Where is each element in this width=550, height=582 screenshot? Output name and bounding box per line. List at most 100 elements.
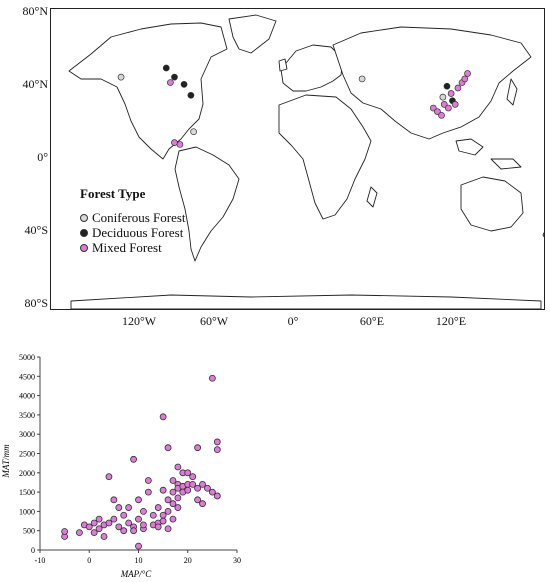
site-marker — [438, 111, 445, 119]
scatter-point — [189, 480, 197, 488]
site-marker — [171, 139, 178, 146]
scatter-point — [174, 504, 182, 511]
plot-axes: -10 0 10 20 30050010001500200025003000350040… — [19, 353, 241, 565]
legend-item-mixed: Mixed Forest — [80, 240, 186, 255]
deciduous-marker-icon — [80, 228, 88, 237]
site-marker — [445, 104, 452, 112]
lat-label-40s: 40°S — [24, 223, 48, 237]
scatter-point — [189, 473, 197, 481]
y-tick-label: 2000 — [19, 469, 35, 478]
scatter-point — [144, 488, 152, 496]
legend-label-coniferous: Coniferous Forest — [92, 209, 186, 225]
lon-label-120w: 120°W — [121, 314, 157, 328]
scatter-point — [120, 511, 128, 519]
scatter-point — [194, 496, 202, 504]
scatter-point — [135, 542, 142, 550]
site-marker — [451, 101, 459, 108]
north-america-landmass — [68, 22, 228, 160]
map-legend: Forest Type Coniferous Forest Deciduous … — [80, 186, 186, 255]
site-marker — [117, 73, 125, 81]
y-tick-label: 0 — [31, 546, 35, 555]
scatter-point — [144, 477, 152, 484]
y-tick-label: 5000 — [19, 353, 35, 362]
lon-label-0: 0° — [287, 314, 299, 328]
x-tick-label: 20 — [184, 556, 192, 565]
site-marker — [358, 75, 366, 83]
x-tick-label: -10 — [35, 556, 46, 565]
asia-landmass — [332, 26, 532, 140]
scatter-point — [140, 521, 147, 529]
plot-points — [61, 374, 221, 550]
x-tick-label: 0 — [87, 556, 91, 565]
site-marker — [439, 93, 447, 101]
site-marker — [443, 82, 451, 90]
lon-label-60w: 60°W — [199, 314, 229, 328]
y-tick-label: 4500 — [19, 372, 35, 381]
site-marker — [167, 79, 174, 86]
site-marker — [454, 84, 462, 92]
scatter-point — [85, 523, 93, 531]
scatter-point — [204, 484, 211, 492]
legend-item-coniferous: Coniferous Forest — [80, 210, 186, 225]
scatter-point — [164, 507, 172, 515]
scatter-point — [199, 500, 206, 508]
scatter-point — [159, 517, 167, 525]
mixed-marker-icon — [80, 243, 88, 252]
uk-landmass — [278, 58, 288, 72]
y-tick-label: 3500 — [19, 411, 35, 420]
australia-landmass — [460, 176, 524, 232]
scatter-point — [154, 504, 162, 511]
y-tick-label: 3000 — [19, 430, 35, 439]
scatter-point — [90, 529, 98, 537]
site-marker — [162, 64, 170, 72]
y-axis-label: MAT/mm — [1, 444, 11, 479]
y-tick-label: 1000 — [19, 507, 35, 516]
scatter-point — [130, 455, 137, 463]
scatter-point — [169, 488, 177, 496]
scatter-plot: -10 0 10 20 30050010001500200025003000350040… — [1, 353, 241, 579]
antarctica-landmass — [70, 294, 542, 309]
madagascar-landmass — [366, 186, 378, 208]
site-marker — [464, 70, 471, 77]
scatter-point — [140, 507, 147, 515]
site-markers — [117, 64, 471, 148]
scatter-point — [208, 374, 216, 382]
scatter-point — [169, 500, 177, 508]
x-axis-label: MAP/°C — [120, 569, 153, 579]
africa-landmass — [278, 94, 372, 220]
scatter-point — [194, 444, 202, 452]
lat-label-80n: 80°N — [22, 4, 48, 18]
lon-label-60e: 60°E — [359, 314, 385, 328]
scatter-point — [125, 519, 133, 527]
legend-title: Forest Type — [80, 186, 146, 201]
legend-label-mixed: Mixed Forest — [92, 239, 162, 255]
scatter-point — [130, 527, 137, 535]
scatter-point — [61, 528, 69, 535]
scatter-point — [125, 504, 133, 511]
new-zealand-landmass — [542, 231, 544, 238]
lat-label-80s: 80°S — [24, 296, 48, 310]
scatter-point — [149, 511, 157, 519]
site-marker — [180, 81, 188, 88]
scatter-point — [95, 515, 103, 523]
scatter-point — [100, 533, 108, 540]
y-tick-label: 4000 — [19, 392, 35, 401]
scatter-point — [135, 515, 142, 523]
scatter-point — [154, 523, 162, 531]
y-tick-label: 1500 — [19, 488, 35, 497]
legend-label-deciduous: Deciduous Forest — [92, 224, 184, 240]
x-tick-label: 10 — [135, 556, 143, 565]
site-marker — [429, 104, 437, 112]
scatter-point — [105, 473, 113, 481]
greenland-landmass — [228, 14, 277, 54]
scatter-point — [169, 477, 177, 484]
scatter-point — [164, 496, 172, 504]
legend-item-deciduous: Deciduous Forest — [80, 225, 186, 240]
y-tick-label: 500 — [23, 527, 35, 536]
scatter-point — [110, 496, 118, 504]
scatter-point — [115, 504, 123, 511]
coniferous-marker-icon — [80, 213, 88, 222]
site-marker — [440, 101, 448, 108]
y-tick-label: 2500 — [19, 450, 35, 459]
scatter-point — [90, 519, 98, 527]
